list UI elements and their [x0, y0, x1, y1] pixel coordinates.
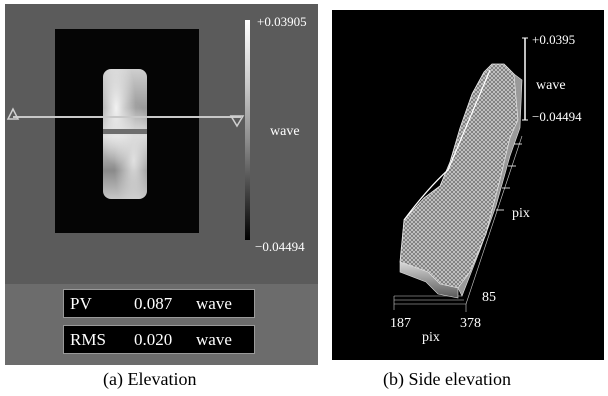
specimen-surface	[103, 69, 147, 199]
elevation-colorbar	[245, 20, 250, 240]
x-axis-tick-end: 378	[460, 316, 481, 331]
rms-unit: wave	[196, 330, 232, 349]
section-line[interactable]	[5, 104, 250, 128]
section-end-triangle-icon[interactable]	[229, 115, 245, 128]
side-elevation-panel: +0.0395 wave −0.04494 pix 85 187 378 pix	[332, 10, 604, 360]
colorbar-min-label: −0.04494	[255, 239, 305, 254]
caption-elevation: (a) Elevation	[103, 369, 197, 389]
pv-unit: wave	[196, 294, 232, 313]
pv-value: 0.087	[134, 294, 173, 313]
y-axis-tick: 85	[482, 290, 496, 305]
side-wall-ticks	[496, 143, 522, 211]
pv-readout: PV 0.087 wave	[63, 289, 255, 318]
surface-ridge	[403, 69, 491, 221]
pv-label: PV	[70, 294, 92, 313]
colorbar-unit-label: wave	[270, 124, 300, 139]
surface-side-wall	[457, 73, 523, 297]
surface-front-face	[399, 261, 459, 299]
x-axis-tick-start: 187	[390, 316, 411, 331]
surface-mesh	[399, 63, 519, 289]
rms-label: RMS	[70, 330, 106, 349]
rms-readout: RMS 0.020 wave	[63, 325, 255, 354]
stats-strip: PV 0.087 wave RMS 0.020 wave	[5, 284, 318, 365]
section-start-triangle-icon[interactable]	[6, 107, 20, 120]
y-axis-label: pix	[512, 206, 530, 221]
side-colorbar-unit-label: wave	[536, 78, 566, 93]
x-axis-label: pix	[422, 330, 440, 345]
rms-value: 0.020	[134, 330, 173, 349]
elevation-map	[55, 29, 199, 233]
side-colorbar-max-label: +0.0395	[532, 32, 576, 47]
side-colorbar-min-label: −0.04494	[532, 109, 582, 124]
surface-plot	[393, 37, 528, 312]
specimen-gap	[103, 129, 147, 134]
elevation-panel: +0.03905 wave −0.04494 PV 0.087 wave RMS…	[5, 4, 318, 365]
caption-side-elevation: (b) Side elevation	[383, 369, 511, 389]
colorbar-max-label: +0.03905	[257, 14, 307, 29]
